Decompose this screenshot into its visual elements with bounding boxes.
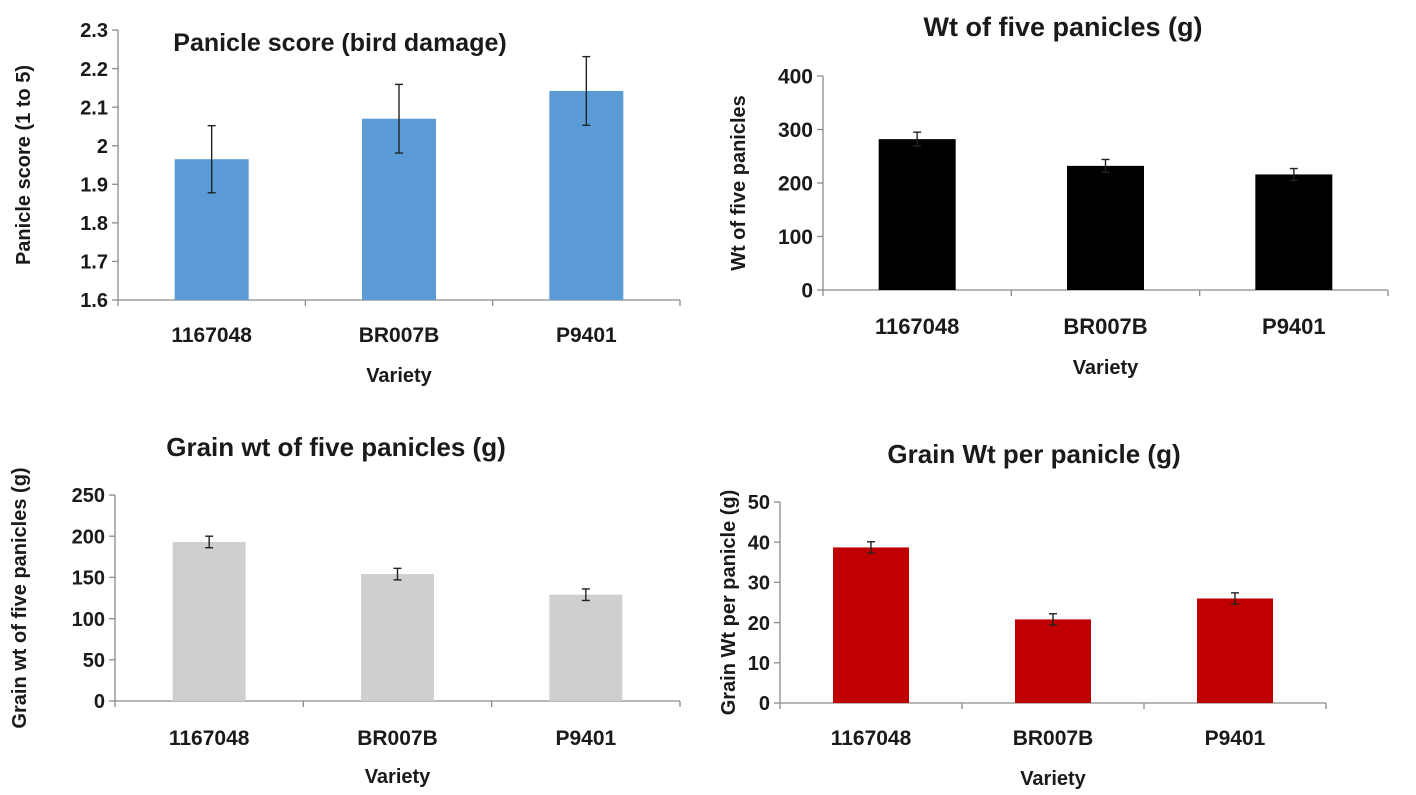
- bar-1167048: [878, 139, 956, 290]
- bar-1167048: [833, 547, 909, 703]
- bar-p9401: [1197, 598, 1273, 703]
- bar-1167048: [172, 541, 246, 701]
- y-tick-label: 2.1: [80, 97, 108, 119]
- x-axis-label: Variety: [366, 365, 432, 387]
- chart-svg: Wt of five panicles (g) 0 100 200 300 400 1167…: [728, 12, 1389, 379]
- y-tick-label: 100: [72, 609, 105, 631]
- y-tick-label: 30: [748, 573, 770, 595]
- y-tick-label: 0: [94, 691, 105, 713]
- x-category-label: 1167048: [875, 314, 959, 339]
- y-axis-label: Wt of five panicles: [728, 95, 750, 271]
- y-tick-label: 10: [748, 653, 770, 675]
- y-tick-label: 2.3: [80, 20, 108, 42]
- y-tick-label: 50: [83, 650, 105, 672]
- y-tick-label: 300: [778, 119, 813, 142]
- y-tick-label: 1.6: [80, 290, 108, 312]
- y-tick-label: 150: [72, 568, 105, 590]
- y-axis-label: Grain wt of five panicles (g): [9, 467, 31, 728]
- x-category-label: P9401: [555, 727, 616, 750]
- x-category-label: BR007B: [1063, 314, 1147, 339]
- y-tick-label: 200: [778, 173, 813, 196]
- y-tick-label: 0: [801, 280, 813, 303]
- y-tick-label: 40: [748, 532, 770, 554]
- x-axis-label: Variety: [1020, 768, 1086, 790]
- y-tick-label: 0: [759, 693, 770, 715]
- y-tick-label: 1.7: [80, 252, 108, 274]
- chart-panel-grain-wt-per: Grain Wt per panicle (g) 0 10 20 30 40 50 11670…: [700, 415, 1416, 790]
- chart-panel-wt-five: Wt of five panicles (g) 0 100 200 300 400 1167…: [700, 0, 1416, 395]
- x-category-label: P9401: [1262, 314, 1326, 339]
- chart-title: Grain wt of five panicles (g): [166, 432, 506, 462]
- y-tick-label: 100: [778, 226, 813, 249]
- chart-title: Grain Wt per panicle (g): [887, 439, 1180, 469]
- y-tick-label: 20: [748, 613, 770, 635]
- chart-title: Wt of five panicles (g): [923, 12, 1202, 42]
- y-tick-label: 2.2: [80, 59, 108, 81]
- bar-br007b: [361, 574, 434, 701]
- bar-br007b: [1067, 165, 1144, 290]
- y-tick-label: 2: [97, 136, 108, 158]
- y-tick-label: 1.8: [80, 213, 108, 235]
- y-tick-label: 1.9: [80, 174, 108, 196]
- bar-br007b: [1015, 619, 1091, 703]
- x-category-label: P9401: [556, 324, 617, 347]
- chart-svg: Grain wt of five panicles (g) 0 50 100 150 20…: [9, 432, 681, 788]
- y-tick-label: 50: [748, 492, 770, 514]
- x-category-label: 1167048: [169, 727, 250, 750]
- x-axis-label: Variety: [1073, 357, 1139, 379]
- x-category-label: BR007B: [359, 324, 440, 347]
- chart-svg: Grain Wt per panicle (g) 0 10 20 30 40 50 11670…: [718, 439, 1327, 790]
- y-tick-label: 250: [72, 485, 105, 507]
- x-category-label: 1167048: [831, 727, 912, 750]
- y-tick-label: 200: [72, 526, 105, 548]
- x-category-label: BR007B: [1013, 727, 1094, 750]
- chart-panel-grain-wt-five: Grain wt of five panicles (g) 0 50 100 150 20…: [0, 415, 700, 790]
- bar-p9401: [1255, 174, 1333, 290]
- chart-svg: Panicle score (bird damage) 1.6 1.7 1.8 1.9 2…: [13, 20, 681, 387]
- x-category-label: BR007B: [357, 727, 438, 750]
- x-category-label: P9401: [1205, 727, 1266, 750]
- y-axis-label: Grain Wt per panicle (g): [718, 490, 740, 716]
- bar-p9401: [549, 594, 623, 701]
- x-category-label: 1167048: [171, 324, 252, 347]
- chart-title: Panicle score (bird damage): [173, 29, 506, 57]
- y-tick-label: 400: [778, 66, 813, 89]
- y-axis-label: Panicle score (1 to 5): [13, 65, 35, 265]
- chart-panel-score: Panicle score (bird damage) 1.6 1.7 1.8 1.9 2…: [0, 0, 700, 395]
- x-axis-label: Variety: [365, 766, 431, 788]
